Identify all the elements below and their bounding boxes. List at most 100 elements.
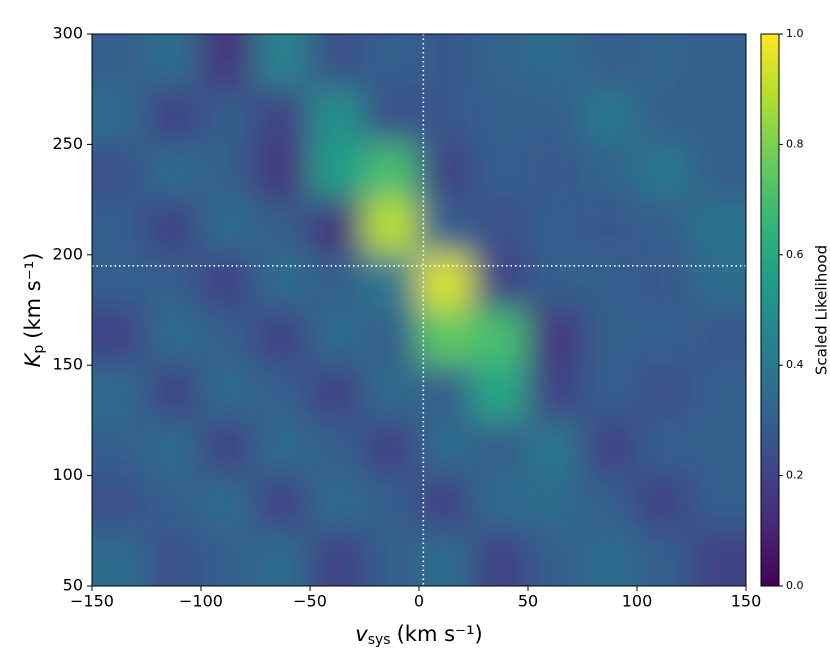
x-tick-label: 50 bbox=[518, 592, 538, 611]
heatmap-cell bbox=[363, 253, 420, 311]
heatmap-cell bbox=[363, 474, 420, 532]
heatmap-cell bbox=[309, 34, 366, 91]
colorbar-tick-label: 0.4 bbox=[786, 358, 804, 371]
heatmap-cell bbox=[527, 88, 584, 146]
heatmap-cell bbox=[309, 88, 366, 146]
y-label-unit: (km s⁻¹) bbox=[21, 253, 45, 339]
heatmap-cell bbox=[254, 198, 311, 256]
heatmap-cell bbox=[254, 143, 311, 201]
colorbar-tick-label: 0.2 bbox=[786, 469, 804, 482]
y-tick-label: 100 bbox=[52, 465, 83, 484]
heatmap-cell bbox=[690, 253, 746, 311]
colorbar bbox=[760, 33, 780, 587]
heatmap-cell bbox=[309, 309, 366, 367]
heatmap-cell bbox=[418, 253, 475, 311]
heatmap-cell bbox=[92, 198, 148, 256]
heatmap-cell bbox=[200, 34, 257, 91]
heatmap-cell bbox=[690, 198, 746, 256]
heatmap-cell bbox=[636, 419, 693, 477]
heatmap-cell bbox=[92, 309, 148, 367]
colorbar-tick-label: 0.8 bbox=[786, 137, 804, 150]
heatmap-cell bbox=[472, 419, 529, 477]
heatmap-cell bbox=[145, 474, 202, 532]
heatmap-cell bbox=[363, 309, 420, 367]
heatmap-cell bbox=[472, 529, 529, 586]
heatmap-cell bbox=[309, 529, 366, 586]
heatmap-cell bbox=[527, 529, 584, 586]
heatmap-cell bbox=[581, 419, 638, 477]
heatmap-cell bbox=[636, 364, 693, 422]
heatmap-cell bbox=[527, 143, 584, 201]
heatmap-cell bbox=[472, 253, 529, 311]
x-label-subscript: sys bbox=[368, 632, 391, 648]
x-label-symbol: v bbox=[355, 622, 368, 646]
heatmap-cell bbox=[200, 143, 257, 201]
heatmap-cell bbox=[254, 253, 311, 311]
x-tick-label: 150 bbox=[731, 592, 762, 611]
heatmap-cell bbox=[418, 143, 475, 201]
heatmap-cell bbox=[363, 529, 420, 586]
heatmap-cell bbox=[581, 88, 638, 146]
heatmap-cell bbox=[690, 34, 746, 91]
heatmap-cell bbox=[472, 474, 529, 532]
heatmap-cell bbox=[636, 143, 693, 201]
heatmap-cell bbox=[363, 143, 420, 201]
x-tick-label: 100 bbox=[622, 592, 653, 611]
heatmap-cell bbox=[254, 529, 311, 586]
heatmap-cell bbox=[200, 419, 257, 477]
heatmap bbox=[92, 34, 746, 586]
colorbar-tick-label: 0.6 bbox=[786, 248, 804, 261]
heatmap-cell bbox=[254, 364, 311, 422]
heatmap-cell bbox=[527, 34, 584, 91]
heatmap-cell bbox=[636, 253, 693, 311]
x-tick-label: 0 bbox=[414, 592, 424, 611]
colorbar-label: Scaled Likelihood bbox=[813, 245, 830, 375]
heatmap-cell bbox=[200, 474, 257, 532]
heatmap-cell bbox=[363, 88, 420, 146]
overlay: −150 −100 −50 0 50 100 150 50 100 150 200 250 300 bbox=[52, 24, 761, 611]
heatmap-cell bbox=[472, 34, 529, 91]
x-tick-label: −150 bbox=[70, 592, 114, 611]
heatmap-cell bbox=[145, 309, 202, 367]
heatmap-cell bbox=[690, 419, 746, 477]
x-axis-label: vsys (km s⁻¹) bbox=[355, 622, 482, 648]
heatmap-cell bbox=[200, 309, 257, 367]
heatmap-cell bbox=[309, 364, 366, 422]
y-tick-label: 50 bbox=[63, 576, 83, 595]
heatmap-cell bbox=[636, 309, 693, 367]
heatmap-cell bbox=[581, 474, 638, 532]
heatmap-cell bbox=[418, 198, 475, 256]
heatmap-cells bbox=[92, 34, 746, 586]
heatmap-cell bbox=[690, 88, 746, 146]
heatmap-cell bbox=[472, 364, 529, 422]
heatmap-cell bbox=[145, 143, 202, 201]
heatmap-cell bbox=[527, 364, 584, 422]
heatmap-cell bbox=[309, 143, 366, 201]
y-axis-label: Kp (km s⁻¹) bbox=[21, 253, 47, 368]
heatmap-cell bbox=[581, 364, 638, 422]
heatmap-cell bbox=[200, 529, 257, 586]
heatmap-cell bbox=[363, 364, 420, 422]
heatmap-cell bbox=[92, 143, 148, 201]
colorbar-tick-label: 1.0 bbox=[786, 27, 804, 40]
heatmap-cell bbox=[472, 309, 529, 367]
heatmap-cell bbox=[145, 198, 202, 256]
heatmap-cell bbox=[690, 143, 746, 201]
heatmap-cell bbox=[581, 143, 638, 201]
heatmap-cell bbox=[418, 474, 475, 532]
heatmap-cell bbox=[363, 419, 420, 477]
heatmap-cell bbox=[200, 88, 257, 146]
heatmap-cell bbox=[636, 88, 693, 146]
heatmap-cell bbox=[527, 253, 584, 311]
heatmap-cell bbox=[527, 419, 584, 477]
x-label-unit: (km s⁻¹) bbox=[397, 622, 483, 646]
heatmap-cell bbox=[418, 88, 475, 146]
heatmap-cell bbox=[472, 198, 529, 256]
y-tick-label: 250 bbox=[52, 134, 83, 153]
heatmap-cell bbox=[92, 419, 148, 477]
heatmap-cell bbox=[92, 88, 148, 146]
heatmap-cell bbox=[636, 474, 693, 532]
heatmap-cell bbox=[254, 309, 311, 367]
heatmap-cell bbox=[418, 34, 475, 91]
heatmap-cell bbox=[200, 364, 257, 422]
